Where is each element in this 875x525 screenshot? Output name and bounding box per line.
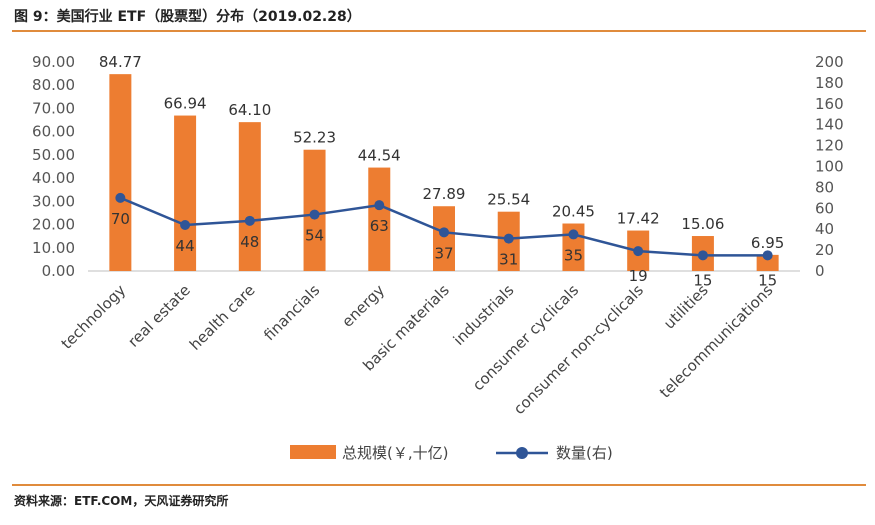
y-right-tick-label: 80 <box>815 178 834 196</box>
y-right-tick-label: 20 <box>815 241 834 259</box>
y-left-tick-label: 70.00 <box>32 99 75 117</box>
bar-value-label: 6.95 <box>751 234 784 252</box>
bar-value-label: 64.10 <box>228 101 271 119</box>
category-label: consumer cyclicals <box>469 281 582 394</box>
y-left-tick-label: 80.00 <box>32 76 75 94</box>
y-left-tick-label: 90.00 <box>32 53 75 71</box>
legend-line-label: 数量(右) <box>556 444 613 462</box>
top-rule <box>12 30 866 32</box>
bar-value-label: 25.54 <box>487 191 530 209</box>
line-value-label: 37 <box>434 244 453 262</box>
line-point <box>633 246 644 257</box>
y-left-tick-label: 30.00 <box>32 192 75 210</box>
y-right-tick-label: 100 <box>815 158 844 176</box>
category-label: industrials <box>450 281 518 349</box>
line-value-label: 70 <box>111 210 130 228</box>
category-label: consumer non-cyclicals <box>510 281 647 418</box>
category-label: health care <box>186 281 259 354</box>
line-point <box>439 227 449 238</box>
y-right-tick-label: 140 <box>815 116 844 134</box>
line-value-label: 63 <box>370 217 389 235</box>
bar <box>174 115 197 271</box>
category-label: real estate <box>124 281 194 351</box>
line-point <box>115 192 126 203</box>
line-point <box>309 209 320 220</box>
category-label: telecommunications <box>656 281 777 402</box>
line-value-label: 15 <box>758 271 777 289</box>
bar-value-label: 52.23 <box>293 129 336 147</box>
category-label: financials <box>260 281 323 344</box>
line-point <box>374 200 385 211</box>
line-value-label: 15 <box>693 271 712 289</box>
category-label: energy <box>338 281 388 331</box>
line-point <box>568 229 579 240</box>
y-left-tick-label: 50.00 <box>32 146 75 164</box>
bar-value-label: 20.45 <box>552 203 595 221</box>
bar-value-label: 84.77 <box>99 53 142 71</box>
y-left-tick-label: 60.00 <box>32 123 75 141</box>
line-point <box>244 215 255 226</box>
bar <box>238 122 261 271</box>
y-right-tick-label: 40 <box>815 220 834 238</box>
category-label: utilities <box>660 281 712 333</box>
y-right-tick-label: 60 <box>815 199 834 217</box>
bar-value-label: 15.06 <box>681 215 724 233</box>
line-point <box>180 220 191 231</box>
bar <box>433 206 455 271</box>
chart: 0.00 10.00 20.00 30.00 40.00 50.00 60.00 70.00 8… <box>32 53 844 462</box>
bar-value-label: 27.89 <box>423 185 466 203</box>
y-left-tick-label: 10.00 <box>32 239 75 257</box>
legend-line-marker <box>516 447 528 459</box>
line-value-label: 31 <box>499 251 518 269</box>
legend-bar-swatch <box>290 445 336 459</box>
line-value-label: 54 <box>305 227 324 245</box>
bar-value-label: 66.94 <box>164 95 207 113</box>
y-right-tick-label: 180 <box>815 74 844 92</box>
y-right-tick-label: 160 <box>815 95 844 113</box>
y-right-tick-label: 120 <box>815 137 844 155</box>
source-note: 资料来源：ETF.COM，天风证券研究所 <box>14 494 229 508</box>
y-right-tick-label: 0 <box>815 262 825 280</box>
y-left-tick-label: 0.00 <box>42 262 75 280</box>
line-value-label: 44 <box>176 237 195 255</box>
y-right-tick-label: 200 <box>815 53 844 71</box>
line-point <box>697 250 708 261</box>
bar-value-label: 44.54 <box>358 147 401 165</box>
figure-title: 图 9：美国行业 ETF（股票型）分布（2019.02.28） <box>14 9 361 25</box>
y-left-tick-label: 20.00 <box>32 216 75 234</box>
line-value-label: 35 <box>564 246 583 264</box>
line-value-label: 48 <box>240 233 259 251</box>
bar <box>756 254 779 271</box>
y-left-tick-label: 40.00 <box>32 169 75 187</box>
line-point <box>762 250 773 261</box>
bar <box>368 167 391 271</box>
line-value-label: 19 <box>629 267 648 285</box>
line-point <box>503 233 514 244</box>
bar-value-label: 17.42 <box>617 210 660 228</box>
category-label: technology <box>58 281 130 353</box>
bar <box>109 74 132 271</box>
bottom-rule <box>12 484 866 486</box>
legend-bar-label: 总规模(￥,十亿) <box>342 444 448 462</box>
